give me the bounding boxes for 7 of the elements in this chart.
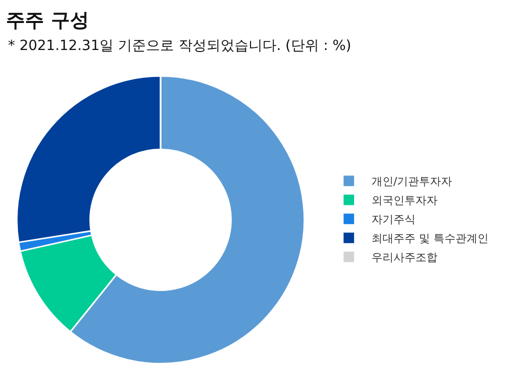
legend-label: 우리사주조합	[371, 251, 438, 264]
legend-label: 최대주주 및 특수관계인	[371, 232, 488, 246]
legend-label: 자기주식	[371, 213, 416, 226]
legend-label: 외국인투자자	[371, 194, 438, 208]
chart-subtitle: * 2021.12.31일 기준으로 작성되었습니다. (단위 : %)	[8, 38, 352, 54]
legend-label: 개인/기관투자자	[371, 175, 452, 188]
chart-title: 주주 구성	[6, 9, 89, 32]
